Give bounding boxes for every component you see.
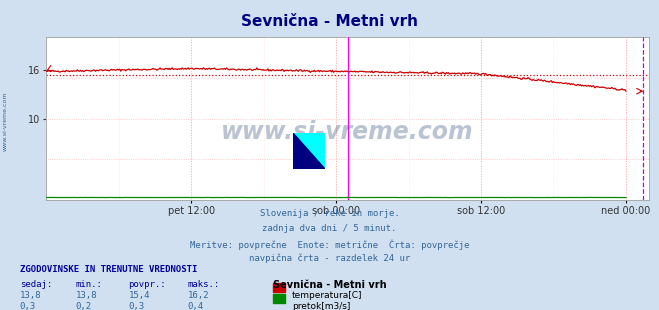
Polygon shape bbox=[293, 133, 325, 169]
Text: min.:: min.: bbox=[76, 280, 103, 289]
Text: Sevnična - Metni vrh: Sevnična - Metni vrh bbox=[273, 280, 387, 290]
Text: 13,8: 13,8 bbox=[20, 291, 42, 300]
Text: ZGODOVINSKE IN TRENUTNE VREDNOSTI: ZGODOVINSKE IN TRENUTNE VREDNOSTI bbox=[20, 265, 197, 274]
Text: sedaj:: sedaj: bbox=[20, 280, 52, 289]
Text: 0,4: 0,4 bbox=[188, 302, 204, 310]
Text: pretok[m3/s]: pretok[m3/s] bbox=[292, 302, 351, 310]
Text: Sevnična - Metni vrh: Sevnična - Metni vrh bbox=[241, 14, 418, 29]
Text: www.si-vreme.com: www.si-vreme.com bbox=[3, 91, 8, 151]
Polygon shape bbox=[293, 133, 325, 169]
Text: Slovenija / reke in morje.: Slovenija / reke in morje. bbox=[260, 209, 399, 218]
Text: navpična črta - razdelek 24 ur: navpična črta - razdelek 24 ur bbox=[249, 254, 410, 264]
Polygon shape bbox=[293, 133, 325, 169]
Text: zadnja dva dni / 5 minut.: zadnja dva dni / 5 minut. bbox=[262, 224, 397, 233]
Text: 0,3: 0,3 bbox=[20, 302, 36, 310]
Text: povpr.:: povpr.: bbox=[129, 280, 166, 289]
Text: 13,8: 13,8 bbox=[76, 291, 98, 300]
Text: 0,3: 0,3 bbox=[129, 302, 144, 310]
Text: www.si-vreme.com: www.si-vreme.com bbox=[221, 120, 474, 144]
Text: 15,4: 15,4 bbox=[129, 291, 150, 300]
Text: maks.:: maks.: bbox=[188, 280, 220, 289]
Text: temperatura[C]: temperatura[C] bbox=[292, 291, 362, 300]
Text: 0,2: 0,2 bbox=[76, 302, 92, 310]
Text: Meritve: povprečne  Enote: metrične  Črta: povprečje: Meritve: povprečne Enote: metrične Črta:… bbox=[190, 239, 469, 250]
Text: 16,2: 16,2 bbox=[188, 291, 210, 300]
